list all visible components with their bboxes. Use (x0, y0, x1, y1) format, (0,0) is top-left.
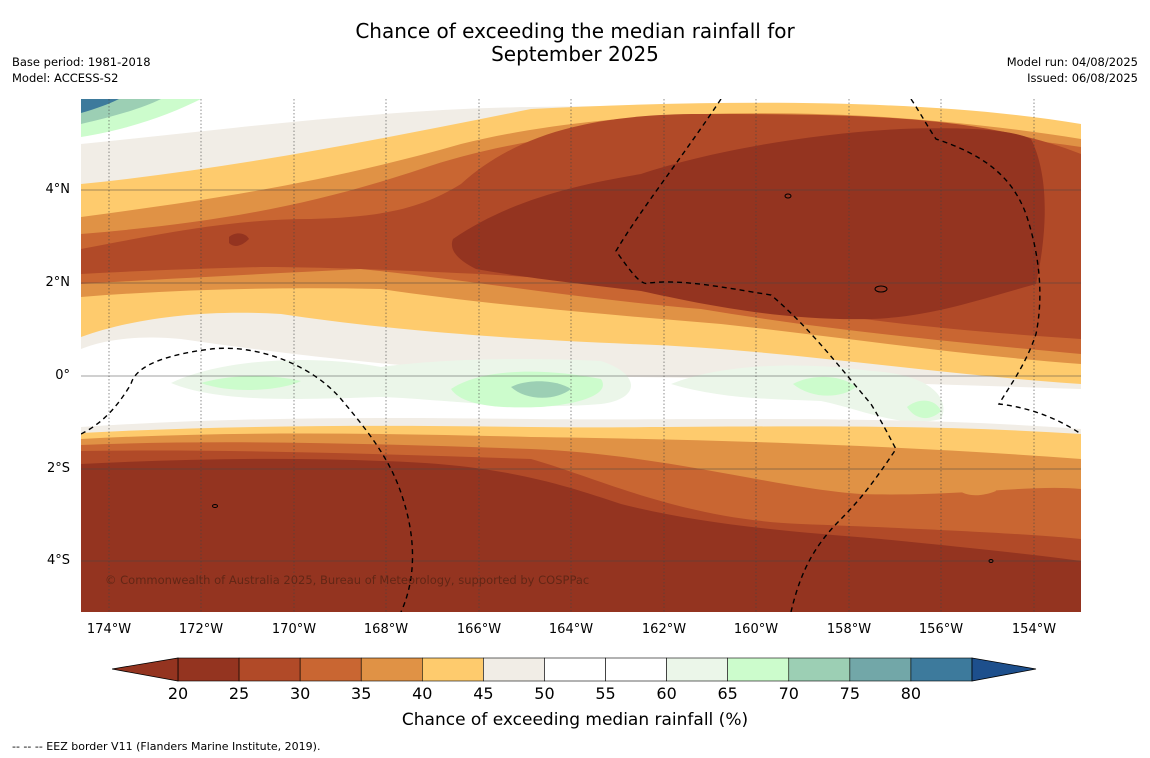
colorbar-tick-label: 80 (900, 684, 922, 703)
colorbar-tick-label: 65 (717, 684, 738, 703)
x-tick-160w: 160°W (733, 622, 779, 637)
colorbar-cell (177, 657, 240, 682)
colorbar-over-arrow (971, 657, 1037, 682)
eez-borders (81, 99, 1081, 612)
model-name: Model: ACCESS-S2 (12, 71, 119, 85)
x-tick-166w: 166°W (456, 622, 502, 637)
islands (212, 193, 994, 563)
x-tick-158w: 158°W (826, 622, 872, 637)
island-4 (988, 559, 994, 563)
eez-legend-note: -- -- -- EEZ border V11 (Flanders Marine… (12, 740, 321, 753)
meta-right: Model run: 04/08/2025 Issued: 06/08/2025 (1007, 54, 1138, 86)
band-eq-55b (671, 365, 944, 422)
y-tick-2n: 2°N (45, 275, 71, 290)
colorbar-cell (360, 657, 423, 682)
colorbar-tick-label: 30 (289, 684, 311, 703)
x-tick-154w: 154°W (1011, 622, 1057, 637)
eez-border-east (910, 99, 1081, 435)
rainfall-map (81, 99, 1081, 612)
colorbar-tick-label: 55 (595, 684, 616, 703)
colorbar-under-arrow (112, 657, 179, 682)
y-tick-0: 0° (55, 368, 70, 383)
base-period: Base period: 1981-2018 (12, 55, 151, 69)
x-tick-164w: 164°W (548, 622, 594, 637)
colorbar-cell (544, 657, 606, 682)
x-tick-170w: 170°W (271, 622, 317, 637)
copyright-text: © Commonwealth of Australia 2025, Bureau… (105, 573, 590, 587)
colorbar-title: Chance of exceeding median rainfall (%) (401, 710, 749, 730)
model-run: Model run: 04/08/2025 (1006, 55, 1138, 69)
colorbar-cell (727, 657, 790, 682)
x-tick-172w: 172°W (178, 622, 224, 637)
band-eq-60d (907, 400, 941, 419)
chart-title-line1: Chance of exceeding the median rainfall … (355, 19, 795, 43)
band-eq-60c (793, 376, 856, 396)
colorbar-tick-label: 45 (473, 684, 494, 703)
band-eq-60 (201, 375, 301, 390)
colorbar-tick-label: 20 (167, 684, 189, 703)
colorbar-tick-label: 70 (778, 684, 799, 703)
meta-left: Base period: 1981-2018 Model: ACCESS-S2 (12, 54, 151, 86)
island-2 (874, 285, 888, 293)
x-tick-162w: 162°W (641, 622, 687, 637)
x-tick-174w: 174°W (86, 622, 132, 637)
colorbar-tick-label: 25 (228, 684, 250, 703)
colorbar-cell (666, 657, 728, 682)
colorbar-cell (910, 657, 973, 682)
colorbar-cell (788, 657, 851, 682)
island-1 (784, 193, 792, 199)
band-north-below20 (451, 128, 1045, 320)
colorbar-cell (483, 657, 545, 682)
colorbar-tick-label: 75 (839, 684, 861, 703)
corner-wet-tl3 (81, 99, 119, 113)
lat-lines (81, 189, 1081, 562)
eez-border-central (615, 99, 897, 612)
colorbar-cell (299, 657, 362, 682)
y-tick-4n: 4°N (45, 182, 71, 197)
band-eq-65 (511, 381, 571, 398)
colorbar-tick-label: 40 (412, 684, 433, 703)
colorbar-cell (605, 657, 667, 682)
grid-lines (108, 99, 1035, 612)
chart-title: Chance of exceeding the median rainfall … (0, 20, 1150, 66)
colorbar-cell (849, 657, 912, 682)
band-south-below20 (81, 458, 1081, 612)
issued-date: Issued: 06/08/2025 (1027, 71, 1138, 85)
patch-low-west (229, 233, 249, 246)
x-tick-156w: 156°W (918, 622, 964, 637)
y-tick-2s: 2°S (46, 461, 70, 476)
colorbar-cell (238, 657, 301, 682)
chart-title-line2: September 2025 (491, 42, 659, 66)
y-tick-4s: 4°S (46, 553, 70, 568)
colorbar-tick-label: 35 (351, 684, 372, 703)
colorbar-tick-label: 50 (534, 684, 555, 703)
colorbar-cell (422, 657, 484, 682)
colorbar (112, 657, 1037, 682)
colorbar-tick-label: 60 (656, 684, 677, 703)
patch-south-east (957, 468, 996, 496)
x-tick-168w: 168°W (363, 622, 409, 637)
island-3 (212, 504, 218, 508)
